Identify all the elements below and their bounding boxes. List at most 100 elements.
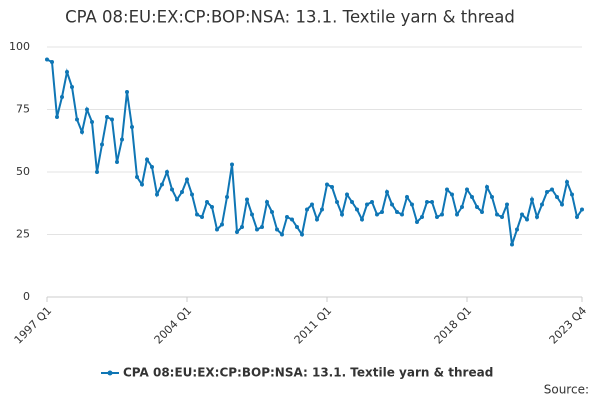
data-point [140,182,144,187]
data-point [415,220,419,224]
data-point [450,192,454,197]
data-point [540,202,544,207]
data-point [420,215,424,219]
data-point [145,157,149,162]
data-point [210,205,214,209]
data-point [180,190,184,194]
series-line [46,58,583,245]
data-point [545,190,549,194]
data-point [465,187,469,192]
data-point [285,215,289,219]
y-tick-label: 0 [23,290,30,303]
data-point [575,215,579,219]
data-point [510,242,514,247]
data-point [45,57,49,62]
data-point [160,182,164,187]
data-point [130,125,134,129]
data-point [205,200,209,204]
data-point [505,202,509,207]
data-point [195,212,199,217]
data-point [335,200,339,204]
data-point [290,217,294,222]
data-point [365,202,369,207]
y-tick-label: 50 [16,165,30,178]
data-point [480,210,484,214]
data-point [325,182,329,187]
data-point [125,90,129,94]
data-point [55,115,59,119]
y-tick-label: 100 [9,40,30,53]
data-point [60,95,64,99]
data-point [425,200,429,204]
x-tick-label: 2023 Q4 [547,304,590,347]
data-point [190,192,194,197]
data-point [175,197,179,202]
data-point [435,215,439,219]
data-point [90,120,94,124]
data-point [240,225,244,229]
data-point [350,200,354,204]
legend-swatch-dot [107,370,113,376]
data-point [400,212,404,217]
data-point [580,207,584,212]
data-point [170,187,174,192]
data-point [295,225,299,229]
data-point [385,190,389,194]
data-point [560,202,564,207]
data-point [75,117,79,122]
data-point [300,232,304,237]
data-point [345,192,349,197]
data-point [320,207,324,212]
data-point [220,222,224,227]
data-point [100,142,104,147]
data-point [225,195,229,199]
data-point [270,210,274,214]
x-tick-label: 2011 Q1 [292,304,335,347]
x-tick-label: 1997 Q1 [12,304,55,347]
data-point [85,107,89,112]
data-point [330,185,334,189]
legend-label: CPA 08:EU:EX:CP:BOP:NSA: 13.1. Textile y… [123,366,493,380]
data-point [230,162,234,167]
data-point [460,205,464,209]
data-point [405,195,409,199]
data-point [550,187,554,192]
data-point [360,217,364,222]
data-point [395,210,399,214]
data-point [535,215,539,219]
data-point [310,202,314,207]
data-point [495,212,499,217]
data-point [245,197,249,202]
source-label: Source: [544,383,589,397]
data-point [135,175,139,179]
data-point [485,185,489,189]
data-point [165,170,169,174]
data-point [525,217,529,222]
y-tick-label: 25 [16,228,30,241]
data-point [115,160,119,164]
data-point [265,200,269,204]
data-point [50,60,54,64]
data-point [250,212,254,217]
data-point [380,210,384,214]
data-point [430,200,434,204]
data-point [475,205,479,209]
data-point [105,115,109,119]
data-point [110,117,114,122]
data-point [80,130,84,134]
data-point [95,170,99,174]
data-point [530,197,534,202]
data-point [185,177,189,182]
data-point [445,187,449,192]
data-point [120,137,124,142]
data-point [570,192,574,197]
data-point [555,195,559,199]
data-point [215,227,219,232]
data-point [65,70,69,74]
data-point [340,212,344,217]
data-point [355,207,359,212]
data-point [70,85,74,89]
data-point [565,180,569,184]
data-point [255,227,259,232]
